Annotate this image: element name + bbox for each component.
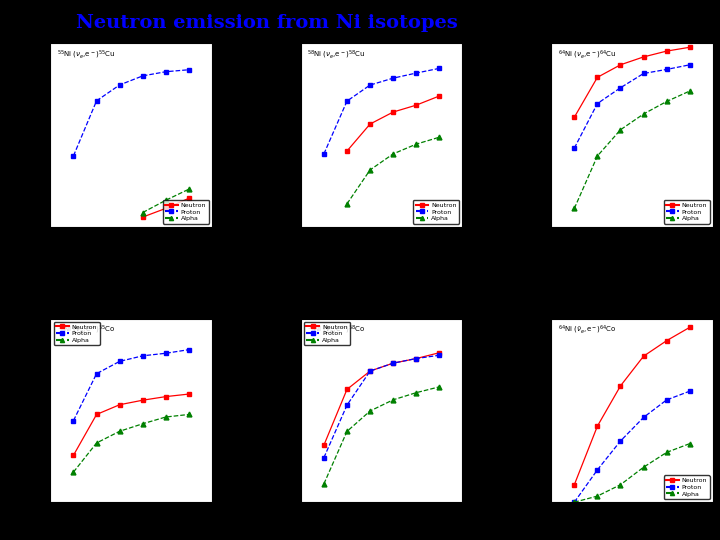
Y-axis label: Cross Section (fm$^2$): Cross Section (fm$^2$): [509, 376, 521, 445]
Legend: Neutron, Proton, Alpha: Neutron, Proton, Alpha: [163, 200, 209, 224]
Legend: Neutron, Proton, Alpha: Neutron, Proton, Alpha: [664, 200, 710, 224]
Text: $^{55}$Ni ($\nu_e$,e$^-$)$^{55}$Cu: $^{55}$Ni ($\nu_e$,e$^-$)$^{55}$Cu: [57, 49, 115, 61]
Y-axis label: Cross Section (fm$^2$): Cross Section (fm$^2$): [509, 100, 521, 170]
X-axis label: Neutrino spectrum(MeV): Neutrino spectrum(MeV): [589, 242, 675, 248]
Text: $^{58}$Ni ($\bar{\nu}_e$,e$^+$)$^{58}$Co: $^{58}$Ni ($\bar{\nu}_e$,e$^+$)$^{58}$Co: [307, 324, 366, 336]
Legend: Neutron, Proton, Alpha: Neutron, Proton, Alpha: [53, 322, 99, 346]
Text: (BR by Higashiyama): (BR by Higashiyama): [466, 14, 629, 28]
Legend: Neutron, Proton, Alpha: Neutron, Proton, Alpha: [413, 200, 459, 224]
Text: Neutron emission from Ni isotopes: Neutron emission from Ni isotopes: [76, 14, 457, 31]
X-axis label: Neutrino spectrum(MeV): Neutrino spectrum(MeV): [589, 517, 675, 524]
Y-axis label: Cross Section (fm$^2$): Cross Section (fm$^2$): [8, 100, 20, 170]
X-axis label: Neutrino spectrum(MeV): Neutrino spectrum(MeV): [338, 517, 425, 524]
X-axis label: Neutrino spectrum(MeV): Neutrino spectrum(MeV): [338, 242, 425, 248]
X-axis label: Neutrino spectrum(MeV): Neutrino spectrum(MeV): [88, 517, 174, 524]
Y-axis label: Cross Section (fm$^2$): Cross Section (fm$^2$): [258, 376, 271, 445]
Y-axis label: Cross Section (fm$^2$): Cross Section (fm$^2$): [8, 376, 20, 445]
Y-axis label: Cross Section (fm$^2$): Cross Section (fm$^2$): [258, 100, 271, 170]
Text: $^{64}$Ni ($\nu_e$,e$^-$)$^{64}$Cu: $^{64}$Ni ($\nu_e$,e$^-$)$^{64}$Cu: [558, 49, 616, 61]
X-axis label: Neutrino spectrum(MeV): Neutrino spectrum(MeV): [88, 242, 174, 248]
Text: $^{64}$Ni ($\bar{\nu}_e$,e$^-$)$^{64}$Co: $^{64}$Ni ($\bar{\nu}_e$,e$^-$)$^{64}$Co: [558, 324, 616, 336]
Legend: Neutron, Proton, Alpha: Neutron, Proton, Alpha: [304, 322, 350, 346]
Text: $^{58}$Ni ($\nu_e$,e$^-$)$^{58}$Cu: $^{58}$Ni ($\nu_e$,e$^-$)$^{58}$Cu: [307, 49, 366, 61]
Legend: Neutron, Proton, Alpha: Neutron, Proton, Alpha: [664, 475, 710, 499]
Text: $^{55}$Ni ($\bar{\nu}_e$,e$^+$)$^{55}$Co: $^{55}$Ni ($\bar{\nu}_e$,e$^+$)$^{55}$Co: [57, 324, 115, 336]
